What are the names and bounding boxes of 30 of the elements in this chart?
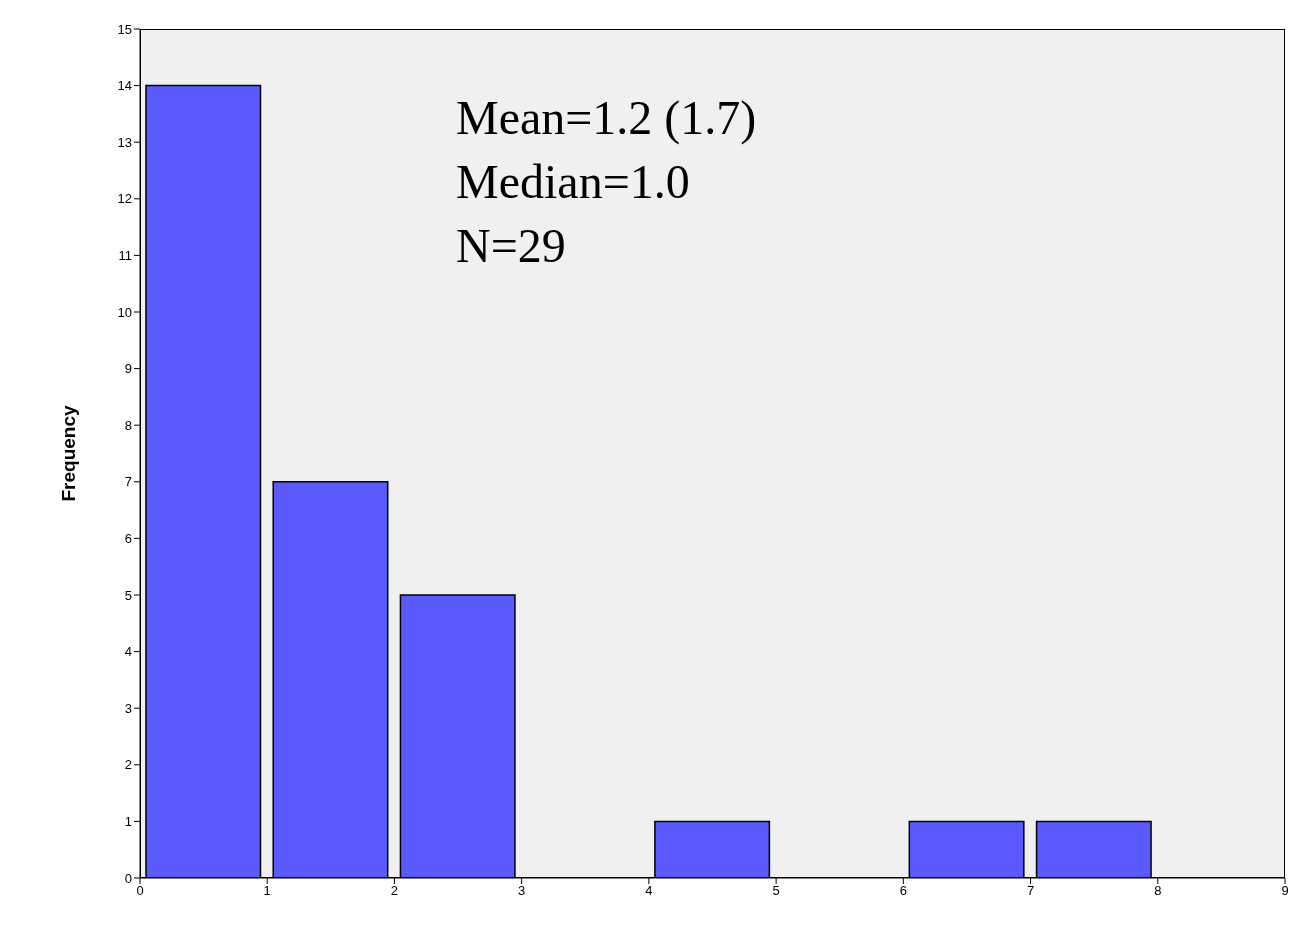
y-tick-label: 11 bbox=[118, 248, 132, 264]
y-tick-label: 0 bbox=[124, 870, 132, 886]
annotation: Median=1.0 bbox=[456, 154, 691, 210]
y-tick-label: 13 bbox=[117, 134, 132, 150]
y-tick-label: 8 bbox=[124, 417, 132, 433]
x-tick-label: 9 bbox=[1281, 883, 1289, 899]
y-tick-label: 3 bbox=[124, 700, 132, 716]
annotation: Mean=1.2 (1.7) bbox=[456, 90, 757, 147]
y-tick-label: 12 bbox=[117, 191, 132, 207]
y-tick-label: 5 bbox=[124, 587, 132, 603]
y-tick-label: 10 bbox=[117, 304, 132, 320]
x-tick-label: 7 bbox=[1026, 883, 1035, 899]
y-axis-title: Frequency bbox=[57, 405, 79, 502]
x-tick-label: 1 bbox=[263, 883, 271, 899]
y-tick-label: 15 bbox=[117, 21, 132, 37]
y-tick-label: 6 bbox=[124, 531, 132, 547]
x-tick-label: 2 bbox=[390, 883, 399, 899]
y-tick-label: 14 bbox=[117, 78, 132, 94]
y-tick-label: 1 bbox=[124, 814, 132, 830]
annotation: N=29 bbox=[456, 218, 567, 274]
x-tick-label: 6 bbox=[899, 883, 907, 899]
y-tick-label: 4 bbox=[124, 644, 132, 660]
x-tick-label: 0 bbox=[136, 883, 144, 899]
y-tick-label: 2 bbox=[124, 757, 132, 773]
x-tick-label: 5 bbox=[772, 883, 780, 899]
x-tick-label: 8 bbox=[1154, 883, 1162, 899]
y-tick-label: 7 bbox=[124, 474, 132, 490]
y-tick-label: 9 bbox=[124, 361, 132, 377]
x-tick-label: 3 bbox=[518, 883, 526, 899]
x-tick-label: 4 bbox=[645, 883, 653, 899]
